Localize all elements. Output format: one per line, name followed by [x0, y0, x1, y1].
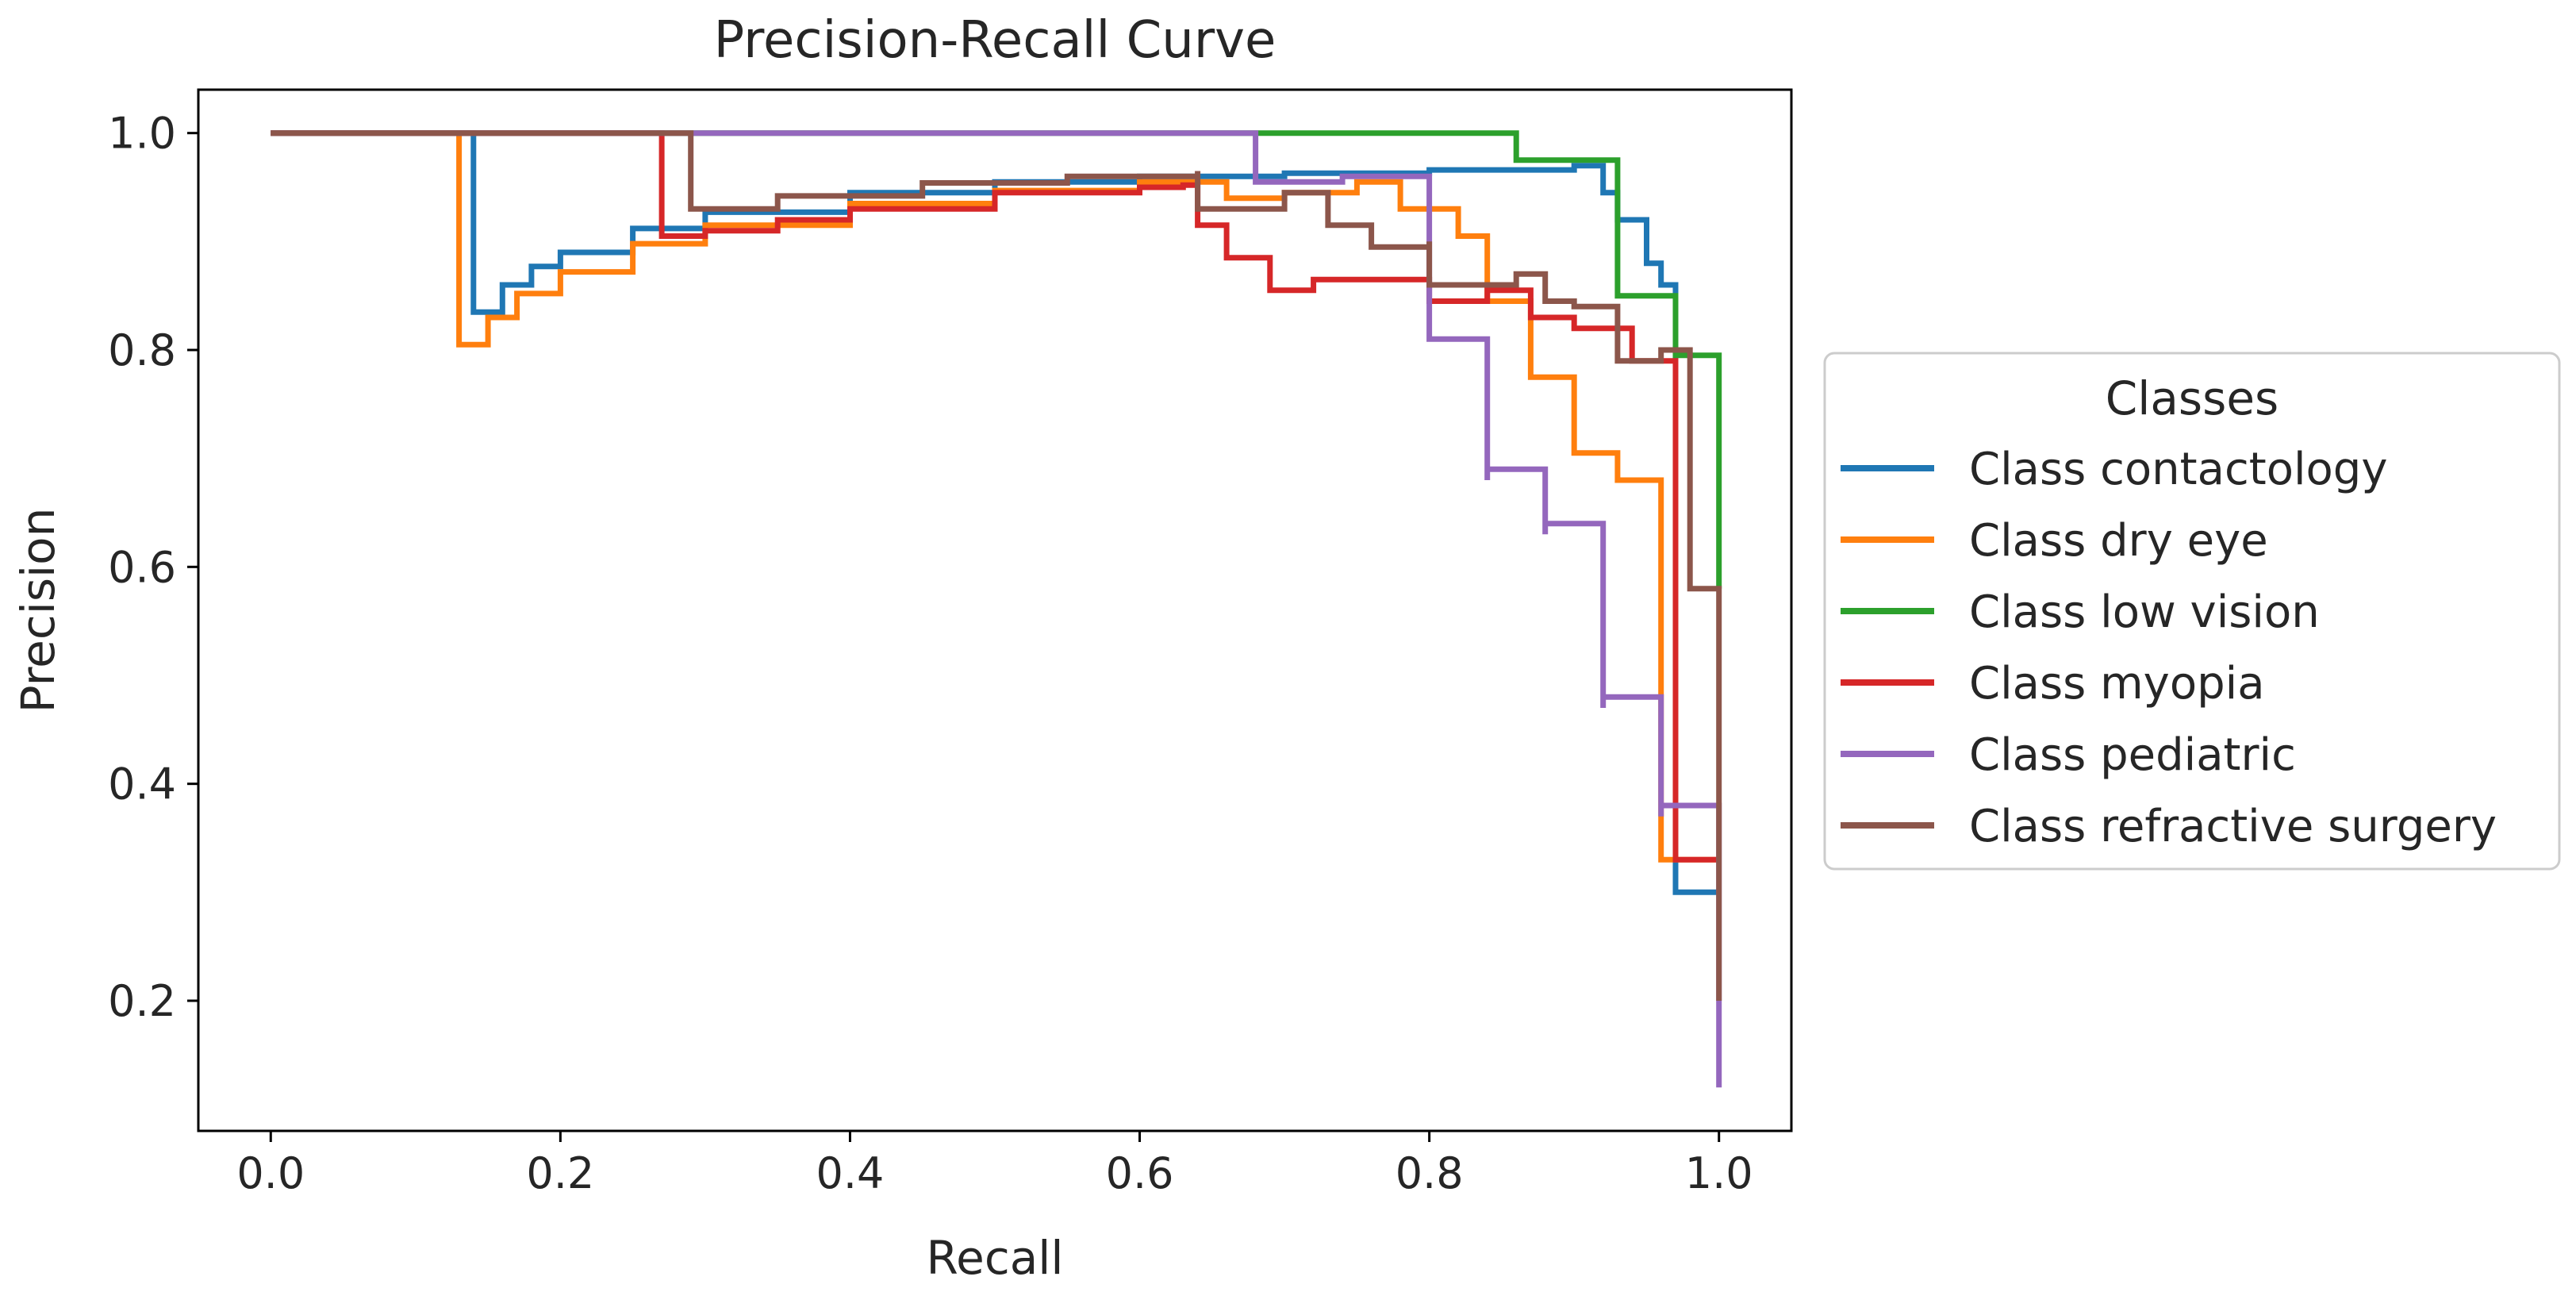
series-line-5: [271, 130, 1722, 1001]
legend-label: Class pediatric: [1969, 729, 2296, 781]
legend-label: Class refractive surgery: [1969, 801, 2497, 852]
x-axis-label: Recall: [926, 1231, 1063, 1285]
axes-frame: [197, 88, 1793, 1132]
x-tick-label: 0.8: [1395, 1148, 1464, 1198]
x-tick-label: 0.0: [236, 1148, 305, 1198]
legend-box: [1823, 352, 2561, 871]
legend-label: Class myopia: [1969, 658, 2265, 709]
legend-label: Class contactology: [1969, 444, 2387, 495]
chart-title: Precision-Recall Curve: [714, 11, 1276, 70]
y-tick-label: 0.2: [108, 976, 176, 1026]
series-line-1: [271, 130, 1719, 863]
x-tick-label: 0.4: [816, 1148, 885, 1198]
legend-title: Classes: [2106, 371, 2279, 425]
y-tick-label: 1.0: [108, 109, 176, 159]
y-tick-label: 0.8: [108, 325, 176, 375]
series-line-4: [271, 130, 1722, 1088]
y-axis-ticks: 0.2 0.4 0.6 0.8 1.0: [108, 109, 198, 1026]
legend-label: Class low vision: [1969, 586, 2320, 638]
x-axis-ticks: 0.0 0.2 0.4 0.6 0.8 1.0: [236, 1131, 1753, 1198]
legend: Classes Class contactology Class dry eye C…: [1823, 352, 2561, 871]
y-tick-label: 0.6: [108, 542, 176, 592]
series-line-2: [271, 130, 1722, 589]
x-tick-label: 0.2: [526, 1148, 594, 1198]
series-layer: [271, 130, 1722, 1088]
series-line-3: [271, 130, 1719, 863]
y-tick-label: 0.4: [108, 759, 176, 809]
y-axis-label: Precision: [11, 508, 65, 713]
legend-label: Class dry eye: [1969, 515, 2268, 567]
x-tick-label: 1.0: [1685, 1148, 1753, 1198]
x-tick-label: 0.6: [1106, 1148, 1174, 1198]
